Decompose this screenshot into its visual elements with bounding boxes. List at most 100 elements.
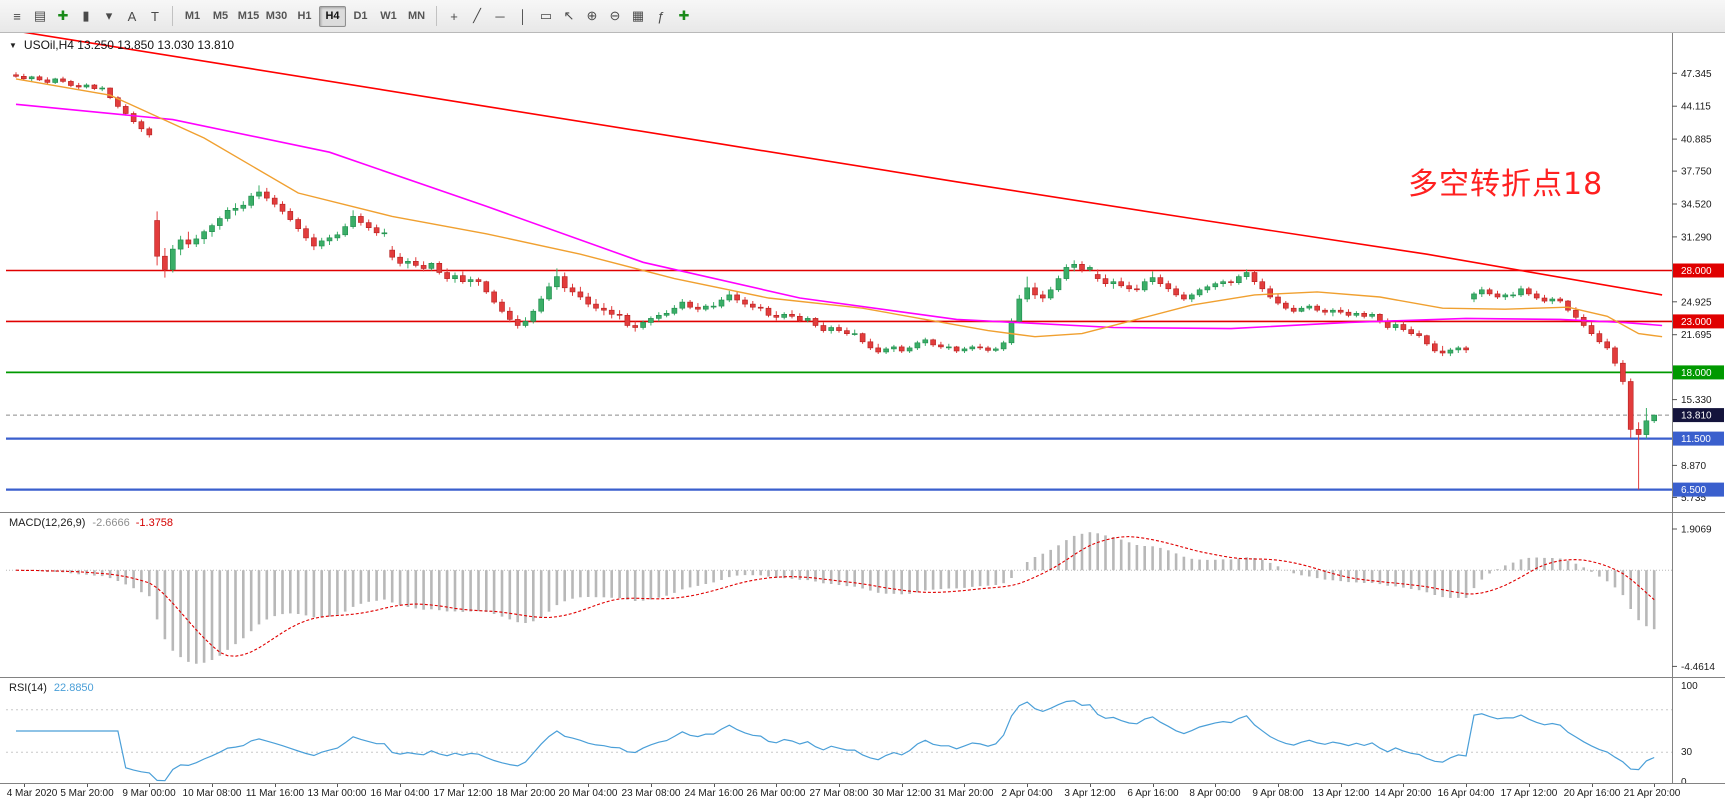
time-axis-label: 4 Mar 2020 bbox=[6, 788, 58, 799]
macd-signal-value: -1.3758 bbox=[135, 517, 174, 529]
rectangle-icon[interactable]: ▭ bbox=[539, 8, 553, 23]
timeframe-w1-button[interactable]: W1 bbox=[380, 10, 397, 22]
time-axis-label: 2 Apr 04:00 bbox=[1001, 788, 1053, 799]
chart-type-dropdown-icon[interactable]: ▾ bbox=[105, 8, 113, 23]
time-axis-label: 3 Apr 12:00 bbox=[1064, 788, 1116, 799]
time-axis-label: 20 Mar 04:00 bbox=[558, 788, 618, 799]
chart-candles-icon[interactable]: ▮ bbox=[82, 8, 90, 23]
time-axis-tick bbox=[1592, 784, 1593, 787]
macd-main-value: -2.6666 bbox=[92, 517, 130, 529]
vertical-line-icon[interactable]: │ bbox=[518, 8, 528, 24]
svg-text:6.500: 6.500 bbox=[1681, 485, 1706, 496]
svg-text:47.345: 47.345 bbox=[1681, 69, 1712, 80]
time-axis-tick bbox=[1466, 784, 1467, 787]
time-axis-label: 9 Mar 00:00 bbox=[122, 788, 176, 799]
timeframe-m15-button[interactable]: M15 bbox=[237, 10, 260, 22]
time-axis-tick bbox=[526, 784, 527, 787]
time-axis-label: 17 Mar 12:00 bbox=[433, 788, 493, 799]
text-tool-button[interactable]: T bbox=[151, 8, 159, 24]
time-axis-label: 26 Mar 00:00 bbox=[746, 788, 806, 799]
main-chart-panel[interactable]: 47.345 44.115 40.885 37.750 34.520 31.290 24.9… bbox=[0, 33, 1725, 512]
svg-text:5.735: 5.735 bbox=[1681, 493, 1706, 504]
time-axis-tick bbox=[149, 784, 150, 787]
horizontal-line-icon[interactable]: ─ bbox=[495, 8, 505, 24]
time-axis-label: 6 Apr 16:00 bbox=[1127, 788, 1179, 799]
time-axis-label: 13 Mar 00:00 bbox=[307, 788, 367, 799]
timeframe-h4-button[interactable]: H4 bbox=[319, 5, 346, 27]
zoom-in-icon[interactable]: ⊕ bbox=[586, 8, 598, 23]
timeframe-d1-button[interactable]: D1 bbox=[353, 10, 368, 22]
time-axis-tick bbox=[463, 784, 464, 787]
timeframe-m1-button[interactable]: M1 bbox=[184, 10, 201, 22]
time-axis-label: 27 Mar 08:00 bbox=[809, 788, 869, 799]
svg-text:-4.4614: -4.4614 bbox=[1681, 662, 1715, 673]
time-axis-tick bbox=[337, 784, 338, 787]
indicators-icon[interactable]: ƒ bbox=[657, 8, 665, 24]
rsi-name: RSI(14) bbox=[9, 682, 47, 694]
new-order-icon[interactable]: ✚ bbox=[57, 8, 69, 23]
svg-text:37.750: 37.750 bbox=[1681, 167, 1712, 178]
time-axis-label: 17 Apr 12:00 bbox=[1500, 788, 1558, 799]
timeframe-m5-button[interactable]: M5 bbox=[212, 10, 229, 22]
profiles-icon[interactable]: ▤ bbox=[33, 8, 47, 23]
toolbar-separator bbox=[172, 6, 173, 26]
zoom-out-icon[interactable]: ⊖ bbox=[609, 8, 621, 23]
time-axis-label: 24 Mar 16:00 bbox=[684, 788, 744, 799]
time-axis-tick bbox=[1654, 784, 1655, 787]
macd-panel[interactable]: 1.9069 -4.4614 MACD(12,26,9) -2.6666 -1.375… bbox=[0, 512, 1725, 678]
horizontal-lines[interactable] bbox=[6, 269, 1672, 491]
toolbar-left-group: ≡ ▤ ✚ ▮ ▾ A T bbox=[4, 5, 168, 27]
chart-title-text: USOil,H4 13.250 13.850 13.030 13.810 bbox=[23, 38, 235, 52]
time-axis-label: 16 Apr 04:00 bbox=[1437, 788, 1495, 799]
macd-label: MACD(12,26,9) -2.6666 -1.3758 bbox=[9, 517, 173, 529]
macd-canvas[interactable]: 1.9069 -4.4614 bbox=[0, 513, 1725, 678]
timeframe-mn-button[interactable]: MN bbox=[407, 10, 426, 22]
tile-windows-icon[interactable]: ▦ bbox=[631, 8, 645, 23]
timeframe-h1-button[interactable]: H1 bbox=[297, 10, 312, 22]
svg-text:13.810: 13.810 bbox=[1681, 411, 1712, 422]
toolbar-right-group: + ╱ ─ │ ▭ ↖ ⊕ ⊖ ▦ ƒ ✚ bbox=[441, 5, 697, 27]
time-axis-tick bbox=[1153, 784, 1154, 787]
rsi-line bbox=[16, 700, 1655, 782]
ma-slow-red-line bbox=[23, 33, 1663, 296]
rsi-label: RSI(14) 22.8850 bbox=[9, 682, 94, 694]
time-axis-tick bbox=[1278, 784, 1279, 787]
time-axis-tick bbox=[1403, 784, 1404, 787]
chart-title: ▼ USOil,H4 13.250 13.850 13.030 13.810 bbox=[9, 38, 234, 52]
time-axis[interactable]: 4 Mar 2020 5 Mar 20:00 9 Mar 00:00 10 Mar 0… bbox=[0, 783, 1725, 801]
candlesticks bbox=[13, 72, 1657, 490]
chart-annotation: 多空转折点18 bbox=[1408, 167, 1604, 202]
trendline-icon[interactable]: ╱ bbox=[473, 8, 481, 23]
time-axis-tick bbox=[400, 784, 401, 787]
rsi-canvas[interactable]: 100 30 0 bbox=[0, 678, 1725, 784]
toolbar: ≡ ▤ ✚ ▮ ▾ A T M1 M5 M15 M30 H1 H4 D1 W1 MN + ╱ ─ │ ▭ ↖ ⊕ ⊖ ▦ ƒ ✚ bbox=[0, 0, 1725, 33]
rsi-axis[interactable]: 100 30 0 bbox=[1672, 678, 1699, 784]
timeframe-toolbar: M1 M5 M15 M30 H1 H4 D1 W1 MN bbox=[177, 5, 432, 27]
rsi-panel[interactable]: 100 30 0 RSI(14) 22.8850 bbox=[0, 677, 1725, 784]
time-axis-label: 23 Mar 08:00 bbox=[621, 788, 681, 799]
cursor-tool-button[interactable]: A bbox=[127, 8, 137, 24]
price-axis[interactable]: 47.345 44.115 40.885 37.750 34.520 31.290 24.9… bbox=[1672, 33, 1724, 512]
time-axis-label: 20 Apr 16:00 bbox=[1563, 788, 1621, 799]
time-axis-label: 18 Mar 20:00 bbox=[496, 788, 556, 799]
time-axis-label: 21 Apr 20:00 bbox=[1623, 788, 1681, 799]
time-axis-tick bbox=[212, 784, 213, 787]
toolbar-separator bbox=[436, 6, 437, 26]
arrow-icon[interactable]: ↖ bbox=[563, 8, 575, 23]
svg-text:34.520: 34.520 bbox=[1681, 200, 1712, 211]
macd-axis[interactable]: 1.9069 -4.4614 bbox=[1672, 513, 1715, 678]
time-axis-tick bbox=[1341, 784, 1342, 787]
svg-text:31.290: 31.290 bbox=[1681, 232, 1712, 243]
svg-text:1.9069: 1.9069 bbox=[1681, 525, 1712, 536]
main-chart-canvas[interactable]: 47.345 44.115 40.885 37.750 34.520 31.290 24.9… bbox=[0, 33, 1725, 512]
time-axis-tick bbox=[902, 784, 903, 787]
time-axis-tick bbox=[275, 784, 276, 787]
svg-text:23.000: 23.000 bbox=[1681, 317, 1712, 328]
one-click-trading-icon[interactable]: ▼ bbox=[9, 40, 17, 50]
timeframe-m30-button[interactable]: M30 bbox=[265, 10, 288, 22]
macd-histogram bbox=[22, 532, 1656, 664]
menu-icon[interactable]: ≡ bbox=[13, 8, 21, 24]
add-chart-icon[interactable]: ✚ bbox=[678, 8, 690, 23]
time-axis-tick bbox=[651, 784, 652, 787]
crosshair-icon[interactable]: + bbox=[450, 8, 458, 24]
